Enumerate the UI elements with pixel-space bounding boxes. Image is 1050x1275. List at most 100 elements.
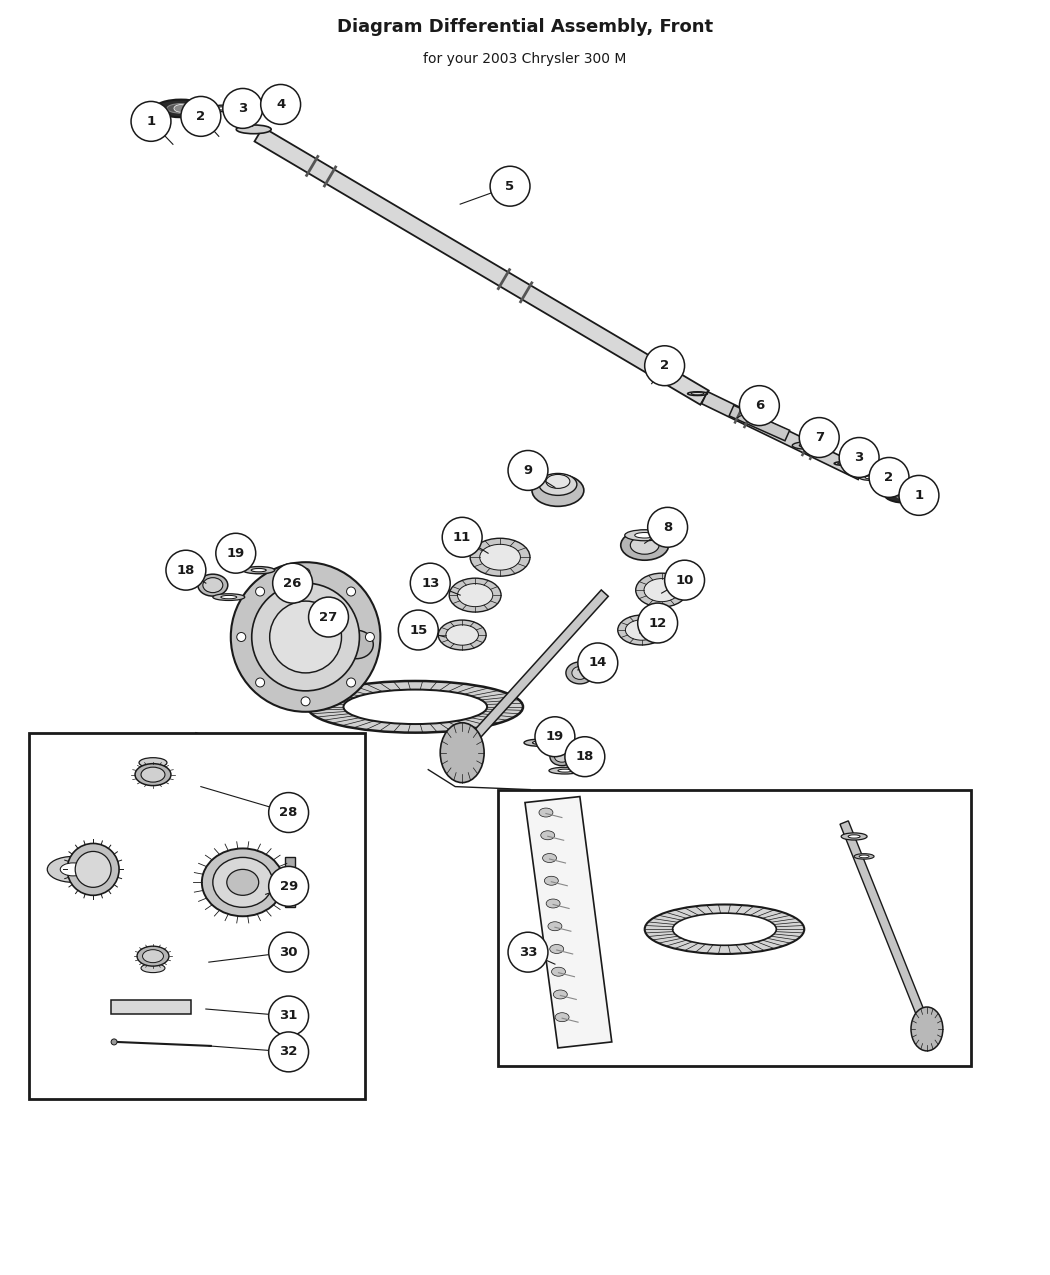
Ellipse shape [210,105,236,112]
Circle shape [216,533,256,574]
Circle shape [223,88,262,129]
Text: 18: 18 [575,750,594,764]
Circle shape [166,551,206,590]
Ellipse shape [273,97,298,111]
Ellipse shape [541,831,554,840]
Text: 33: 33 [519,946,538,959]
Ellipse shape [885,487,932,504]
Circle shape [637,603,677,643]
Text: 4: 4 [276,98,286,111]
Text: 2: 2 [196,110,206,122]
Circle shape [273,564,313,603]
Ellipse shape [47,857,99,882]
Circle shape [665,560,705,601]
Polygon shape [701,391,864,479]
Ellipse shape [281,871,294,894]
Ellipse shape [896,491,922,500]
Ellipse shape [174,105,188,112]
Ellipse shape [543,853,556,862]
Ellipse shape [558,769,572,773]
Circle shape [269,1031,309,1072]
Ellipse shape [202,848,284,917]
Ellipse shape [555,1012,569,1021]
Circle shape [645,346,685,385]
Ellipse shape [799,444,815,448]
Text: 32: 32 [279,1046,298,1058]
Ellipse shape [630,537,659,555]
Ellipse shape [848,835,860,838]
Ellipse shape [203,578,223,593]
Text: 5: 5 [505,180,514,193]
Ellipse shape [339,630,374,659]
Text: 3: 3 [238,102,248,115]
Text: 3: 3 [855,451,864,464]
Circle shape [269,867,309,907]
Ellipse shape [572,667,588,680]
Text: Diagram Differential Assembly, Front: Diagram Differential Assembly, Front [337,18,713,36]
Bar [111,1000,191,1014]
Ellipse shape [865,476,877,479]
Circle shape [648,507,688,547]
Circle shape [181,97,220,136]
Ellipse shape [277,101,294,108]
Ellipse shape [236,125,271,134]
Ellipse shape [644,579,679,602]
Ellipse shape [532,474,584,506]
Ellipse shape [635,574,688,607]
Ellipse shape [539,808,553,817]
Text: 11: 11 [453,530,471,543]
Ellipse shape [673,913,776,945]
Ellipse shape [841,833,867,840]
Ellipse shape [458,584,492,607]
Circle shape [508,932,548,972]
Text: 29: 29 [279,880,298,892]
Ellipse shape [550,747,574,766]
Ellipse shape [553,989,567,998]
Polygon shape [840,821,928,1024]
Ellipse shape [216,107,229,110]
Ellipse shape [213,594,245,601]
Ellipse shape [449,578,501,612]
Text: 18: 18 [176,564,195,576]
Ellipse shape [438,620,486,650]
Ellipse shape [544,876,559,885]
Ellipse shape [76,852,111,887]
Ellipse shape [141,964,165,973]
Text: 13: 13 [421,576,440,589]
Ellipse shape [60,863,86,876]
Ellipse shape [155,99,207,117]
Circle shape [270,601,341,673]
Circle shape [309,597,349,638]
Text: for your 2003 Chrysler 300 M: for your 2003 Chrysler 300 M [423,51,627,65]
Bar [285,857,295,908]
Ellipse shape [167,103,195,113]
Circle shape [490,166,530,207]
Text: 14: 14 [589,657,607,669]
Text: 7: 7 [815,431,824,444]
Circle shape [398,609,438,650]
Text: 30: 30 [279,946,298,959]
Text: 8: 8 [663,520,672,534]
Ellipse shape [554,751,569,762]
Ellipse shape [859,856,869,858]
Text: 12: 12 [649,617,667,630]
Circle shape [442,518,482,557]
Ellipse shape [617,615,666,645]
Ellipse shape [634,533,654,538]
Bar [29,733,365,1099]
Ellipse shape [243,566,275,574]
Polygon shape [729,405,790,441]
Circle shape [269,793,309,833]
Circle shape [839,437,879,477]
Ellipse shape [550,945,564,954]
Ellipse shape [532,741,547,745]
Circle shape [255,678,265,687]
Circle shape [346,586,356,595]
Ellipse shape [551,968,566,977]
Text: 27: 27 [319,611,338,623]
Text: 19: 19 [546,731,564,743]
Polygon shape [525,797,612,1048]
Ellipse shape [480,544,521,570]
Polygon shape [468,590,608,743]
Circle shape [365,632,375,641]
